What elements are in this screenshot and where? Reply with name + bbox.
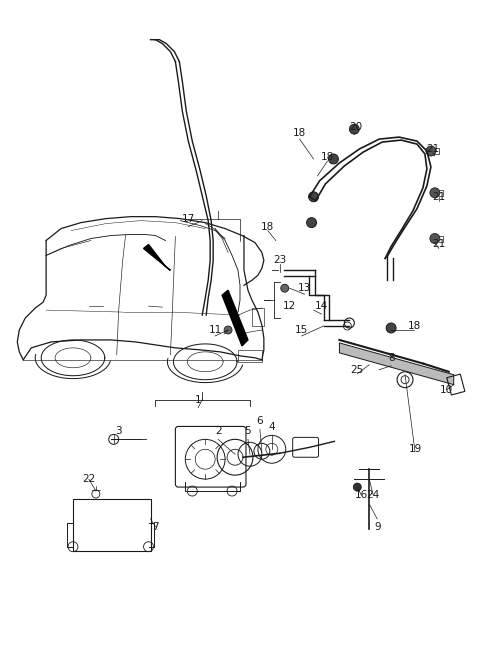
Text: 24: 24 — [367, 490, 380, 500]
Text: 11: 11 — [208, 325, 222, 335]
Text: 5: 5 — [245, 426, 251, 436]
Text: 18: 18 — [293, 128, 306, 138]
Text: 7: 7 — [152, 522, 159, 532]
Circle shape — [349, 124, 360, 134]
Circle shape — [426, 146, 436, 156]
Text: 8: 8 — [388, 353, 395, 363]
Text: 21: 21 — [432, 239, 445, 249]
Text: 3: 3 — [115, 426, 122, 436]
Circle shape — [430, 234, 440, 243]
Text: 12: 12 — [283, 301, 296, 311]
Text: 18: 18 — [321, 152, 334, 162]
Text: 21: 21 — [432, 192, 445, 202]
Text: 23: 23 — [273, 255, 287, 266]
Text: 14: 14 — [315, 301, 328, 311]
Polygon shape — [339, 343, 454, 384]
Text: 2: 2 — [215, 426, 221, 436]
Text: 21: 21 — [426, 144, 440, 154]
Text: 10: 10 — [440, 384, 453, 395]
Polygon shape — [144, 245, 170, 270]
Text: 18: 18 — [261, 222, 275, 232]
Circle shape — [430, 188, 440, 197]
Text: 17: 17 — [181, 214, 195, 224]
Polygon shape — [222, 290, 248, 346]
Text: 20: 20 — [349, 122, 362, 132]
Circle shape — [328, 154, 338, 164]
Text: 13: 13 — [298, 283, 311, 293]
Bar — [238, 350, 262, 362]
Circle shape — [224, 326, 232, 334]
Text: 16: 16 — [355, 490, 368, 500]
Circle shape — [386, 323, 396, 333]
Text: 1: 1 — [195, 394, 202, 405]
Circle shape — [353, 483, 361, 491]
Text: 6: 6 — [257, 417, 263, 426]
Circle shape — [307, 218, 316, 228]
Bar — [447, 374, 465, 395]
Text: 15: 15 — [295, 325, 308, 335]
Bar — [252, 308, 264, 326]
Bar — [73, 499, 151, 550]
Text: 19: 19 — [408, 444, 421, 455]
Text: 18: 18 — [408, 321, 420, 331]
Text: 22: 22 — [82, 474, 96, 484]
Text: 4: 4 — [268, 422, 275, 432]
Circle shape — [309, 192, 319, 202]
Text: 25: 25 — [351, 365, 364, 375]
Text: 9: 9 — [374, 522, 381, 532]
Circle shape — [281, 284, 288, 292]
